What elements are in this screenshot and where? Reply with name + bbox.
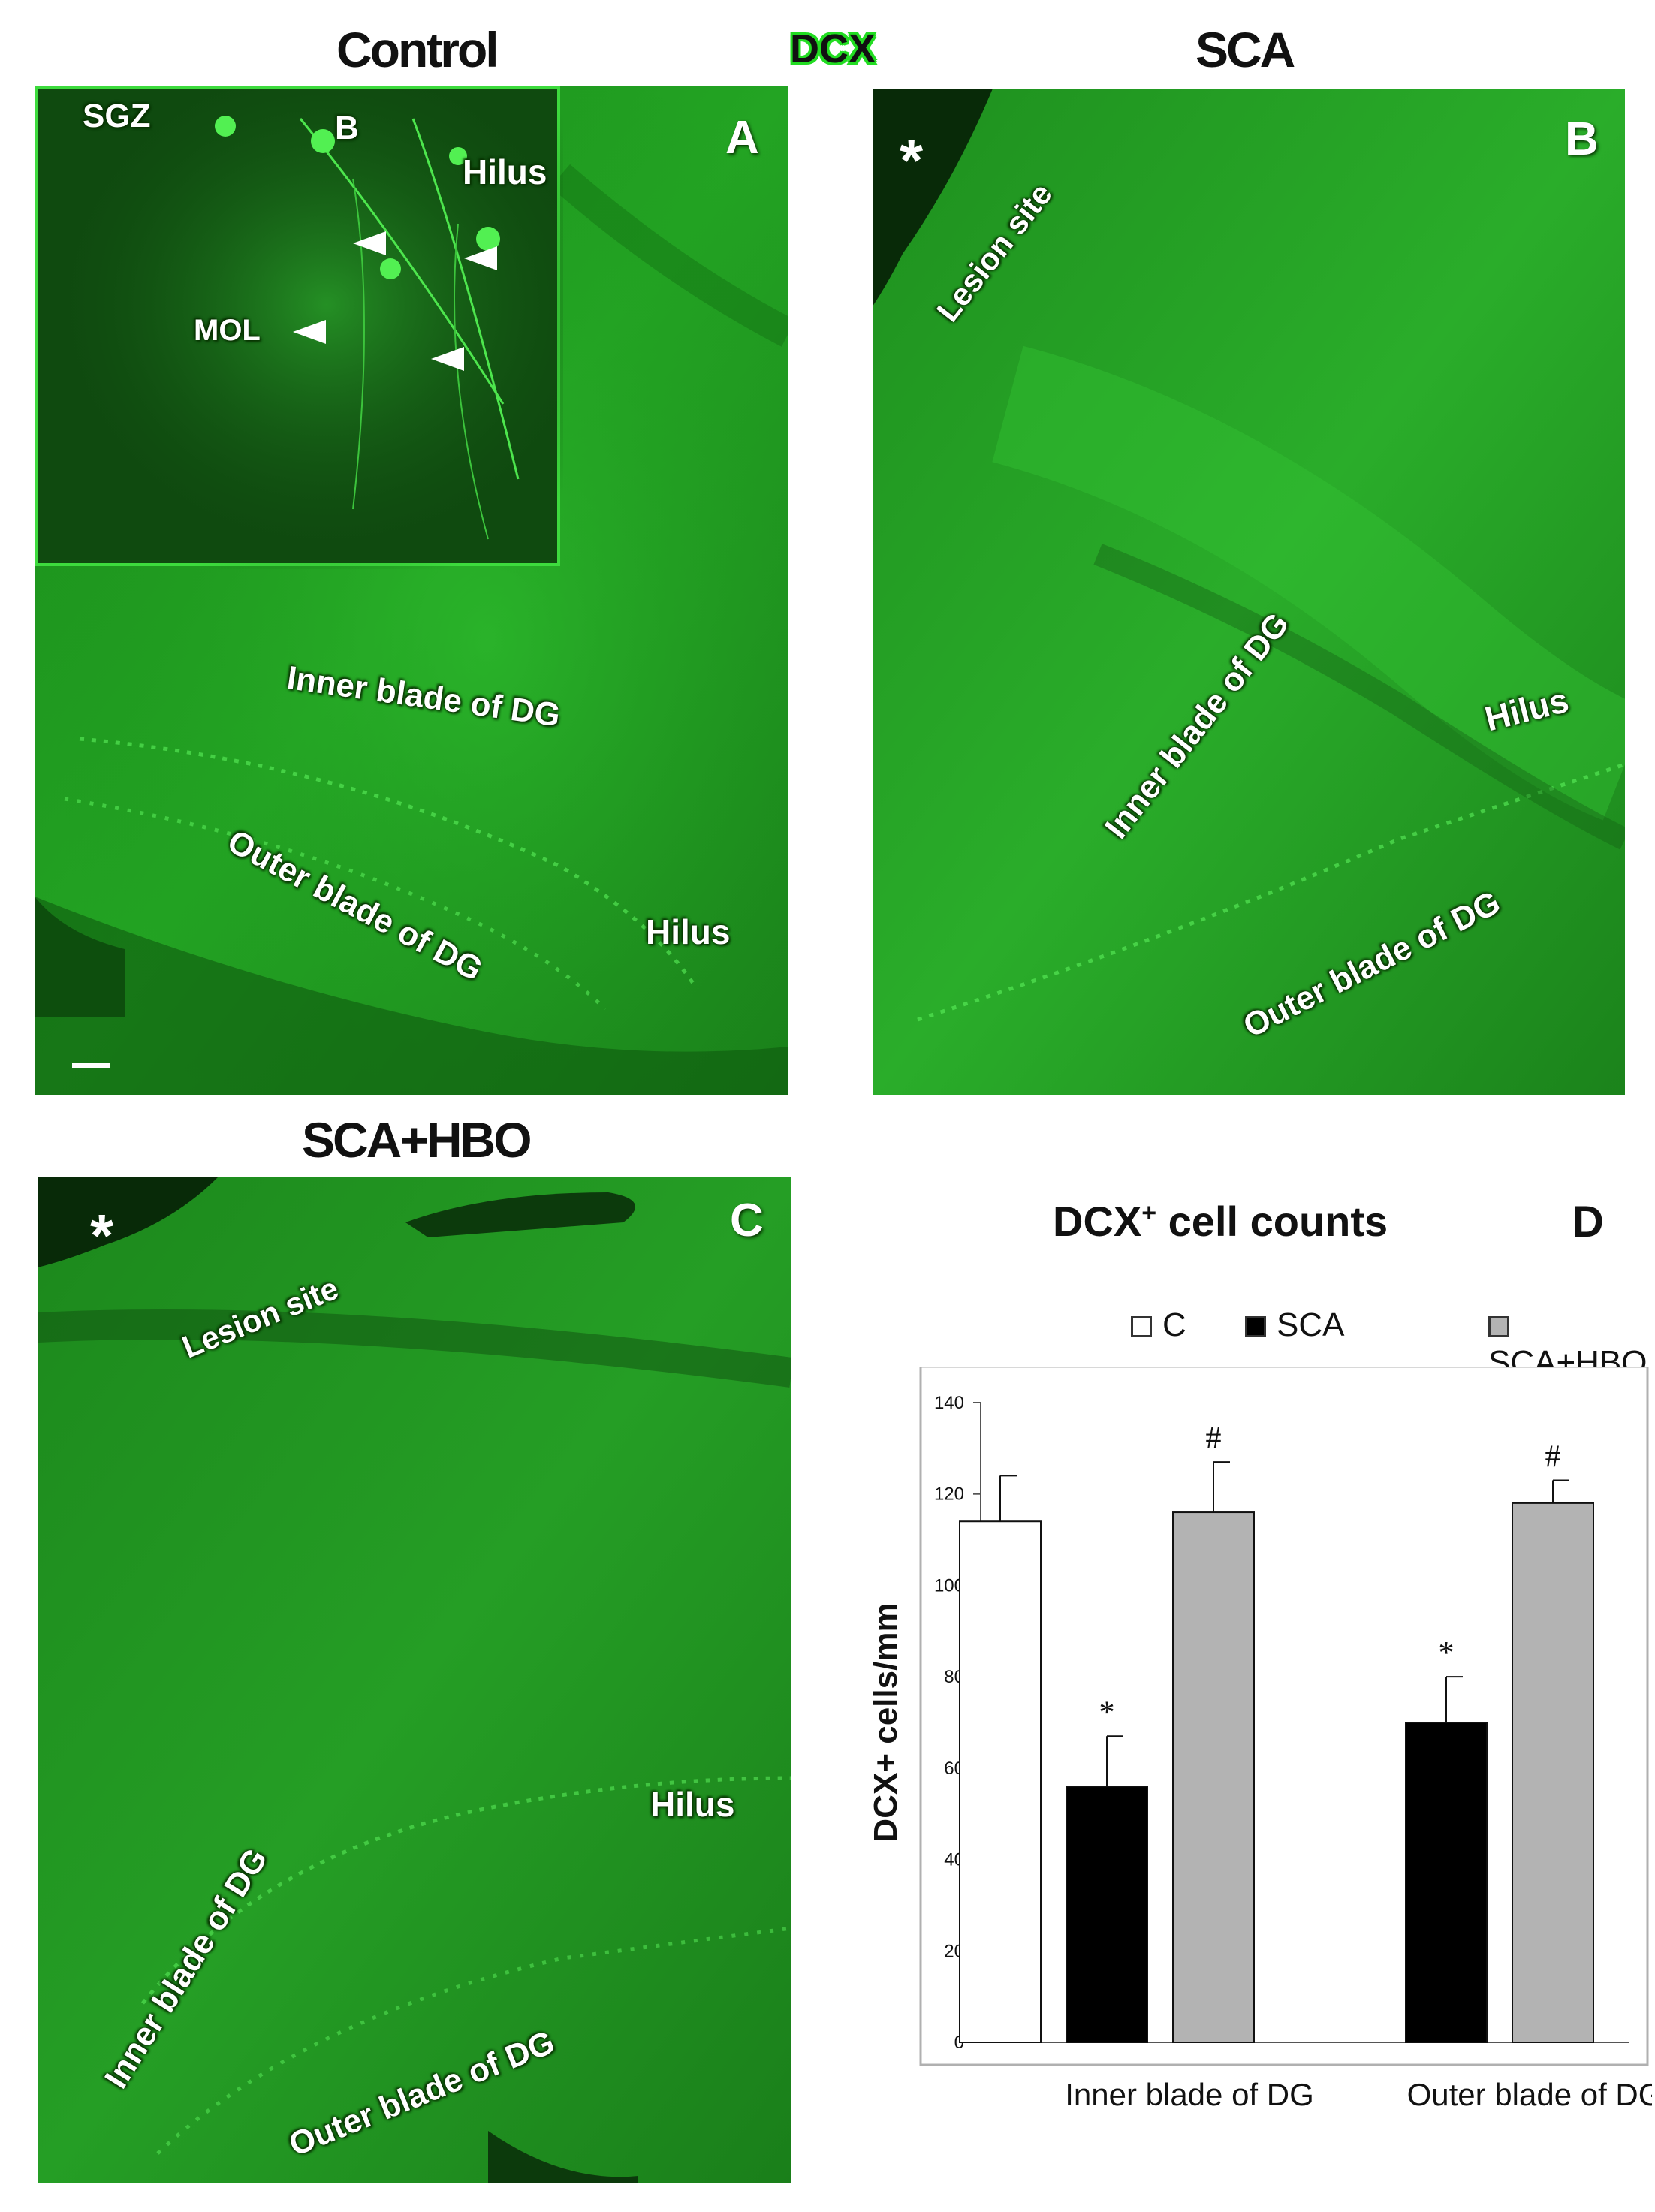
arrowhead-icon: [293, 320, 326, 344]
legend-item: SCA: [1245, 1306, 1344, 1344]
scale-bar: [72, 1063, 110, 1068]
panel-a-label-hilus: Hilus: [646, 912, 731, 951]
arrowhead-icon: [431, 347, 464, 371]
x-category-label: Outer blade of DG: [1407, 2077, 1652, 2112]
bar: [1172, 1511, 1255, 2044]
y-axis-label: DCX+ cells/mm: [871, 1602, 904, 1842]
panel-d-title: DCX+ cell counts: [1053, 1197, 1388, 1246]
bar: [1512, 1502, 1594, 2043]
arrowhead-icon: [353, 231, 386, 255]
panel-b-letter: B: [1565, 113, 1599, 165]
panel-d-letter: D: [1572, 1198, 1604, 1246]
legend-label: C: [1162, 1306, 1186, 1343]
significance-mark: *: [1099, 1695, 1115, 1730]
panel-a-inset: SGZ B Hilus MOL: [35, 86, 563, 569]
legend-swatch: [1131, 1316, 1152, 1338]
panel-b-image: [873, 89, 1625, 1095]
x-category-label: Inner blade of DG: [1065, 2077, 1314, 2112]
panel-b-star: *: [900, 127, 924, 194]
bar-chart: 020406080100120140DCX+ cells/mm**##Inner…: [871, 1367, 1652, 2112]
significance-mark: #: [1206, 1421, 1222, 1456]
heading-sca-hbo: SCA+HBO: [302, 1112, 532, 1168]
significance-mark: #: [1545, 1439, 1561, 1474]
panel-c-star: *: [90, 1202, 114, 1269]
bar: [1066, 1786, 1148, 2043]
heading-sca: SCA: [1195, 22, 1295, 77]
panel-c-micrograph: * C Lesion site Inner blade of DG Hilus …: [38, 1177, 791, 2183]
inset-label-sgz: SGZ: [83, 98, 151, 134]
legend-swatch: [1488, 1316, 1509, 1338]
panel-a-inset-image: [38, 89, 563, 569]
heading-control: Control: [336, 22, 499, 77]
heading-stain: DCX: [790, 26, 876, 71]
legend-item: C: [1131, 1306, 1186, 1344]
y-tick-label: 140: [934, 1393, 964, 1413]
panel-a-letter: A: [725, 112, 759, 164]
panel-d-title-sup: +: [1141, 1198, 1157, 1228]
panel-a-micrograph: SGZ B Hilus MOL A Inner blade of DG Oute…: [35, 86, 788, 1095]
inset-label-hilus: Hilus: [463, 152, 547, 191]
panel-c-letter: C: [730, 1195, 764, 1246]
bar: [1405, 1722, 1488, 2043]
panel-c-label-hilus: Hilus: [650, 1785, 735, 1824]
y-tick-label: 120: [934, 1484, 964, 1505]
inset-label-mol: MOL: [194, 314, 261, 347]
legend-label: SCA: [1277, 1306, 1345, 1343]
arrowhead-icon: [464, 246, 497, 270]
panel-c-image: [38, 1177, 791, 2183]
inset-label-b: B: [335, 110, 359, 146]
legend-swatch: [1245, 1316, 1266, 1338]
panel-d-title-rest: cell counts: [1156, 1198, 1388, 1245]
panel-b-micrograph: * B Lesion site Inner blade of DG Hilus …: [873, 89, 1625, 1095]
significance-mark: *: [1439, 1636, 1455, 1671]
panel-d-title-main: DCX: [1053, 1198, 1142, 1245]
bar: [959, 1520, 1042, 2043]
chart-legend: C SCA SCA+HBO: [1131, 1306, 1647, 1381]
